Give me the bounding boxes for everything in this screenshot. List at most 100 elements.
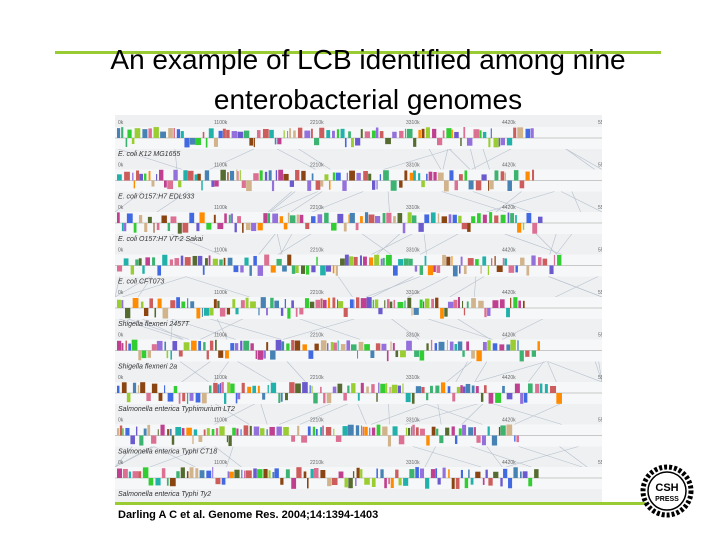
lcb-block	[229, 471, 234, 478]
lcb-block	[224, 213, 227, 223]
lcb-block	[219, 259, 223, 266]
lcb-block	[189, 393, 194, 401]
lcb-block	[227, 172, 229, 181]
lcb-block	[206, 470, 212, 478]
lcb-block	[173, 169, 178, 181]
ruler-label: 3310k	[406, 205, 420, 211]
lcb-block	[136, 170, 140, 181]
lcb-block	[522, 300, 525, 308]
lcb-block	[427, 265, 434, 276]
lcb-block	[372, 180, 376, 190]
lcb-block	[506, 344, 511, 351]
lcb-block	[500, 478, 503, 487]
lcb-connector	[290, 190, 324, 213]
lcb-block	[195, 468, 199, 478]
lcb-block	[419, 350, 425, 361]
lcb-block	[148, 478, 154, 486]
lcb-block	[323, 393, 326, 404]
lcb-connector	[461, 402, 484, 425]
lcb-block	[460, 256, 463, 266]
ruler-label: 3310k	[406, 418, 420, 424]
lcb-block	[433, 172, 437, 181]
lcb-block	[491, 258, 493, 266]
ruler-label: 2210k	[310, 290, 324, 296]
lcb-block	[264, 254, 270, 266]
lcb-block	[549, 265, 554, 275]
lcb-block	[217, 223, 224, 230]
lcb-block	[405, 393, 411, 403]
lcb-block	[343, 223, 347, 232]
lcb-block	[138, 258, 142, 266]
lcb-block	[319, 127, 325, 138]
genome-label: Salmonella enterica Typhimurium LT2	[118, 406, 235, 413]
lcb-block	[478, 300, 484, 308]
ruler-label: 5520k	[598, 375, 602, 381]
lcb-block	[531, 350, 537, 357]
ruler-label: 2210k	[310, 460, 324, 466]
lcb-block	[513, 127, 517, 138]
lcb-block	[370, 350, 375, 358]
lcb-block	[476, 435, 481, 443]
lcb-block	[123, 258, 129, 266]
lcb-block	[487, 426, 490, 436]
lcb-block	[121, 343, 124, 351]
lcb-block	[471, 216, 476, 223]
lcb-block	[156, 340, 163, 351]
lcb-block	[213, 214, 216, 223]
lcb-block	[431, 426, 436, 436]
lcb-block	[358, 341, 364, 351]
lcb-block	[241, 469, 243, 478]
lcb-block	[460, 138, 462, 147]
lcb-connector	[549, 232, 557, 255]
lcb-block	[331, 478, 338, 486]
lcb-block	[526, 265, 530, 276]
lcb-block	[510, 213, 515, 223]
lcb-block	[430, 469, 436, 478]
lcb-block	[253, 255, 257, 266]
lcb-block	[516, 435, 519, 443]
lcb-block	[293, 130, 296, 138]
lcb-block	[285, 469, 290, 478]
lcb-block	[131, 138, 135, 145]
lcb-block	[465, 383, 471, 393]
lcb-block	[311, 265, 316, 273]
lcb-block	[154, 308, 157, 318]
lcb-block	[283, 223, 288, 230]
lcb-block	[311, 385, 313, 393]
ruler-label: 2210k	[310, 205, 324, 211]
lcb-block	[482, 478, 485, 485]
ruler-label: 5520k	[598, 290, 602, 296]
lcb-block	[449, 170, 454, 181]
ruler-label: 1100k	[214, 460, 228, 466]
lcb-block	[140, 301, 144, 308]
lcb-connector	[546, 360, 557, 383]
lcb-block	[384, 300, 386, 308]
lcb-block	[506, 393, 513, 400]
lcb-block	[372, 299, 375, 308]
lcb-block	[378, 382, 380, 393]
lcb-block	[526, 212, 532, 223]
lcb-block	[522, 223, 525, 230]
lcb-block	[556, 393, 562, 404]
lcb-block	[500, 425, 506, 436]
lcb-block	[384, 478, 387, 489]
lcb-block	[348, 214, 350, 223]
lcb-block	[183, 342, 190, 351]
lcb-connector	[598, 360, 602, 383]
lcb-block	[500, 214, 506, 223]
lcb-block	[267, 213, 271, 223]
lcb-block	[315, 428, 318, 436]
lcb-block	[398, 259, 404, 266]
lcb-block	[481, 435, 486, 446]
lcb-block	[452, 265, 458, 277]
lcb-block	[176, 297, 180, 308]
lcb-block	[492, 343, 498, 351]
lcb-block	[291, 340, 295, 351]
ruler-label: 5520k	[598, 248, 602, 254]
lcb-block	[507, 212, 510, 223]
lcb-block	[249, 265, 252, 276]
lcb-block	[260, 428, 265, 436]
lcb-block	[302, 382, 308, 393]
lcb-block	[232, 299, 236, 308]
lcb-block	[447, 301, 454, 308]
